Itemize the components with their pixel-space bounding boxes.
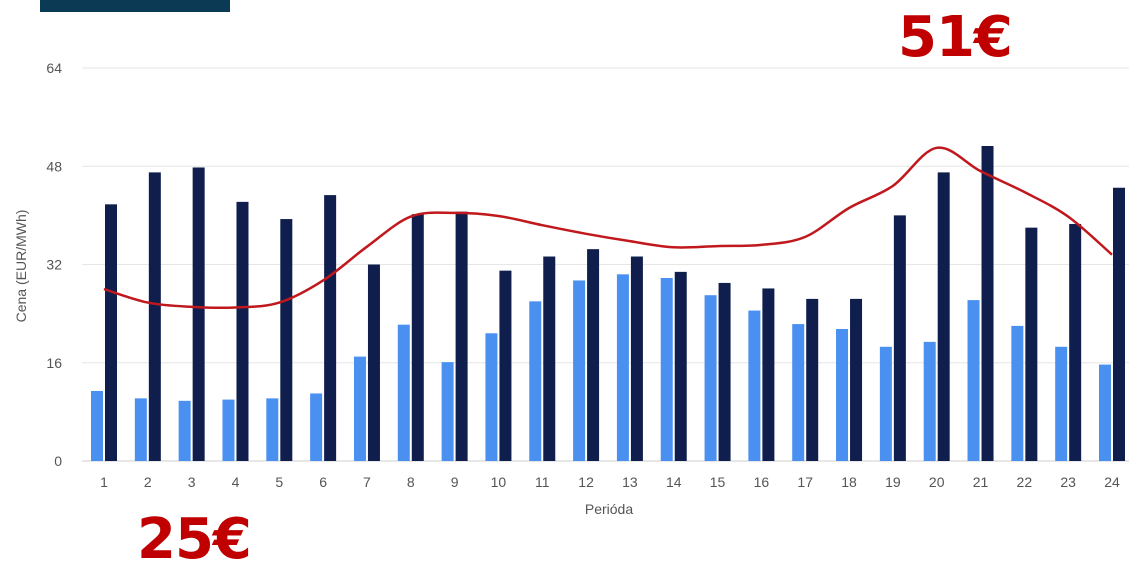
- bar-light: [923, 341, 936, 461]
- x-tick-label: 24: [1104, 474, 1120, 490]
- bar-dark: [499, 270, 512, 461]
- bar-dark: [806, 298, 819, 461]
- x-tick-label: 20: [929, 474, 945, 490]
- x-tick-label: 19: [885, 474, 901, 490]
- x-tick-label: 11: [535, 474, 550, 490]
- bar-light: [1099, 364, 1111, 461]
- x-tick-label: 22: [1017, 474, 1033, 490]
- x-tick-label: 15: [710, 474, 726, 490]
- x-tick-labels: 1 2 3 4 5 6 7 8 9 10 11 12 13 14 15 16 17 18 19 20 21 22 23 24: [100, 474, 1120, 490]
- bar-dark: [543, 256, 556, 461]
- bar-dark: [455, 211, 468, 461]
- gridlines: [82, 67, 1129, 462]
- x-tick-label: 2: [144, 474, 152, 490]
- bar-light: [310, 393, 323, 461]
- bar-light: [967, 300, 980, 461]
- bar-dark: [1025, 227, 1038, 461]
- bar-dark: [850, 298, 863, 461]
- x-tick-label: 23: [1060, 474, 1076, 490]
- x-tick-label: 13: [622, 474, 638, 490]
- bar-dark: [324, 195, 337, 461]
- x-tick-label: 8: [407, 474, 415, 490]
- bar-light: [879, 346, 892, 461]
- y-tick-labels: 0 16 32 48 64: [46, 60, 62, 469]
- x-tick-label: 14: [666, 474, 682, 490]
- y-tick-label: 16: [46, 355, 62, 371]
- x-tick-label: 12: [578, 474, 594, 490]
- x-tick-label: 9: [451, 474, 459, 490]
- price-line-path: [103, 146, 1113, 310]
- min-price-annotation: 25€: [137, 507, 252, 572]
- y-tick-label: 32: [46, 257, 62, 273]
- y-tick-label: 64: [46, 60, 62, 76]
- x-tick-label: 6: [319, 474, 327, 490]
- bar-dark: [105, 204, 117, 461]
- y-tick-label: 48: [46, 158, 62, 174]
- x-tick-label: 7: [363, 474, 371, 490]
- bar-dark: [630, 256, 643, 461]
- bar-light: [1011, 325, 1024, 461]
- bar-light: [573, 280, 586, 461]
- x-tick-label: 18: [841, 474, 857, 490]
- bar-dark: [674, 271, 687, 461]
- x-tick-label: 4: [232, 474, 240, 490]
- bar-light: [485, 333, 498, 461]
- bar-light: [792, 324, 805, 461]
- bar-light: [660, 278, 673, 461]
- bar-dark: [236, 201, 249, 461]
- bar-light: [134, 398, 147, 461]
- bar-dark: [411, 214, 424, 461]
- bar-light: [222, 399, 235, 461]
- corner-banner-bar: [40, 0, 230, 12]
- bar-light: [704, 295, 717, 461]
- bar-dark: [937, 172, 950, 461]
- bar-light: [616, 274, 629, 461]
- x-axis-title: Perióda: [585, 501, 633, 517]
- bars: [91, 145, 1125, 461]
- x-tick-label: 10: [491, 474, 507, 490]
- bar-light: [178, 400, 191, 461]
- bar-dark: [718, 282, 731, 461]
- bar-light: [529, 301, 542, 461]
- x-tick-label: 17: [797, 474, 813, 490]
- y-tick-label: 0: [54, 453, 62, 469]
- bar-dark: [587, 249, 600, 461]
- x-tick-label: 5: [275, 474, 283, 490]
- bar-dark: [367, 264, 380, 461]
- bar-light: [836, 328, 849, 461]
- bar-light: [266, 398, 279, 461]
- max-price-annotation: 51€: [898, 5, 1013, 70]
- y-axis-title: Cena (EUR/MWh): [13, 210, 29, 323]
- bar-dark: [981, 145, 994, 461]
- bar-light: [91, 390, 103, 461]
- bar-dark: [192, 167, 205, 461]
- bar-light: [748, 310, 761, 461]
- bar-light: [353, 356, 366, 461]
- bar-light: [397, 324, 410, 461]
- bar-dark: [1113, 187, 1125, 461]
- x-tick-label: 1: [100, 474, 108, 490]
- bar-dark: [280, 219, 293, 461]
- price-line: [103, 146, 1113, 310]
- bar-dark: [1069, 223, 1082, 461]
- bar-light: [1055, 346, 1068, 461]
- x-tick-label: 21: [973, 474, 989, 490]
- x-tick-label: 16: [754, 474, 770, 490]
- bar-light: [441, 362, 454, 461]
- bar-dark: [762, 288, 775, 461]
- bar-dark: [148, 172, 161, 461]
- x-tick-label: 3: [188, 474, 196, 490]
- bar-dark: [893, 215, 906, 461]
